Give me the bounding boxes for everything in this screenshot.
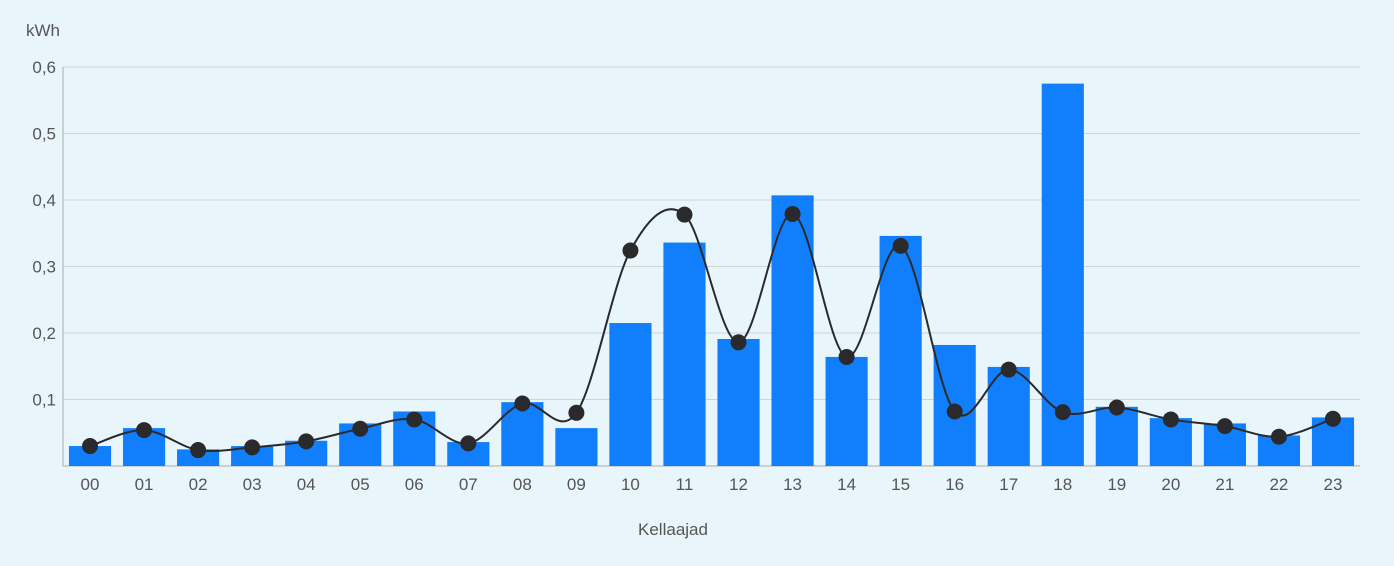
x-tick-label: 03 <box>243 475 262 494</box>
x-tick-label: 05 <box>351 475 370 494</box>
line-point[interactable] <box>892 237 909 254</box>
x-tick-label: 00 <box>81 475 100 494</box>
y-axis-title: kWh <box>26 21 60 40</box>
line-point[interactable] <box>1324 410 1341 427</box>
x-tick-label: 06 <box>405 475 424 494</box>
bar[interactable] <box>231 446 274 466</box>
bar[interactable] <box>1095 406 1138 466</box>
y-tick-label: 0,2 <box>32 324 56 343</box>
x-tick-label: 13 <box>783 475 802 494</box>
line-point[interactable] <box>1216 418 1233 435</box>
x-tick-label: 23 <box>1324 475 1343 494</box>
bar[interactable] <box>879 235 922 466</box>
x-tick-label: 07 <box>459 475 478 494</box>
bar[interactable] <box>717 338 760 466</box>
line-point[interactable] <box>1162 411 1179 428</box>
y-tick-label: 0,5 <box>32 125 56 144</box>
line-point[interactable] <box>1108 399 1125 416</box>
line-path <box>89 208 1334 453</box>
x-tick-label: 04 <box>297 475 316 494</box>
bar[interactable] <box>825 356 868 466</box>
line-point[interactable] <box>352 420 369 437</box>
x-tick-label: 09 <box>567 475 586 494</box>
x-tick-label: 10 <box>621 475 640 494</box>
y-tick-label: 0,1 <box>32 391 56 410</box>
x-axis-ticks: 00 01 02 03 04 05 06 07 08 09 10 11 12 13 14 15 16 17 18 19… <box>81 475 1343 494</box>
line-point[interactable] <box>1000 361 1017 378</box>
line-point[interactable] <box>514 395 531 412</box>
line-series <box>82 205 1341 459</box>
line-point[interactable] <box>298 433 315 450</box>
x-tick-label: 17 <box>999 475 1018 494</box>
line-point[interactable] <box>82 438 99 455</box>
line-point[interactable] <box>406 411 423 428</box>
line-point[interactable] <box>1054 404 1071 421</box>
y-axis-ticks: 0,1 0,2 0,3 0,4 0,5 0,6 <box>32 58 56 410</box>
gridlines <box>62 66 1360 467</box>
x-tick-label: 15 <box>891 475 910 494</box>
x-tick-label: 21 <box>1215 475 1234 494</box>
line-point[interactable] <box>838 348 855 365</box>
x-tick-label: 22 <box>1269 475 1288 494</box>
line-point[interactable] <box>244 439 261 456</box>
x-tick-label: 08 <box>513 475 532 494</box>
x-tick-label: 18 <box>1053 475 1072 494</box>
line-point[interactable] <box>622 242 639 259</box>
line-point[interactable] <box>568 404 585 421</box>
line-point[interactable] <box>784 205 801 222</box>
y-tick-label: 0,6 <box>32 58 56 77</box>
line-point[interactable] <box>190 442 207 459</box>
bar[interactable] <box>987 366 1030 466</box>
bar[interactable] <box>68 446 112 466</box>
x-tick-label: 16 <box>945 475 964 494</box>
bar-series <box>68 83 1355 466</box>
x-tick-label: 20 <box>1161 475 1180 494</box>
line-point[interactable] <box>1270 428 1287 445</box>
x-tick-label: 12 <box>729 475 748 494</box>
bar[interactable] <box>609 323 652 466</box>
line-point[interactable] <box>730 334 747 351</box>
x-tick-label: 01 <box>135 475 154 494</box>
bar[interactable] <box>663 242 706 466</box>
y-tick-label: 0,3 <box>32 258 56 277</box>
y-tick-label: 0,4 <box>32 191 56 210</box>
x-axis-title: Kellaajad <box>638 520 708 539</box>
x-tick-label: 02 <box>189 475 208 494</box>
line-point[interactable] <box>460 435 477 452</box>
line-point[interactable] <box>946 403 963 420</box>
line-point[interactable] <box>676 206 693 223</box>
x-tick-label: 19 <box>1107 475 1126 494</box>
bar[interactable] <box>447 442 490 466</box>
line-point[interactable] <box>136 422 153 439</box>
bar[interactable] <box>555 428 598 466</box>
x-tick-label: 14 <box>837 475 856 494</box>
x-tick-label: 11 <box>676 475 694 494</box>
